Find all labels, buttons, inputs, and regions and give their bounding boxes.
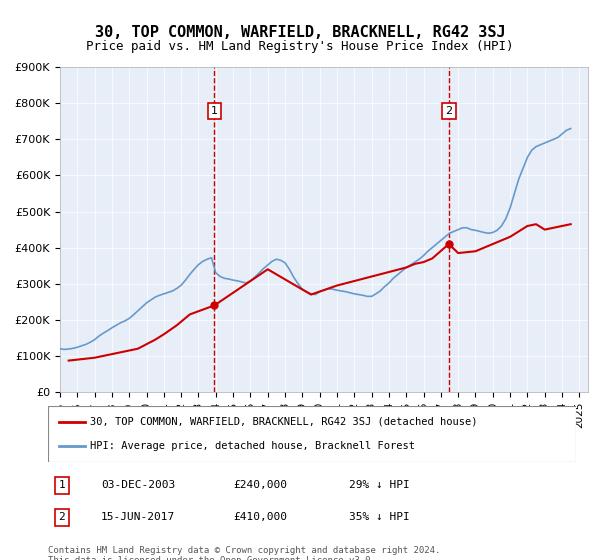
Text: 35% ↓ HPI: 35% ↓ HPI	[349, 512, 410, 522]
Text: 1: 1	[59, 480, 65, 490]
Text: 2: 2	[445, 106, 452, 116]
FancyBboxPatch shape	[48, 406, 576, 462]
Text: Price paid vs. HM Land Registry's House Price Index (HPI): Price paid vs. HM Land Registry's House …	[86, 40, 514, 53]
Text: 30, TOP COMMON, WARFIELD, BRACKNELL, RG42 3SJ: 30, TOP COMMON, WARFIELD, BRACKNELL, RG4…	[95, 25, 505, 40]
Text: £240,000: £240,000	[233, 480, 287, 490]
Text: 15-JUN-2017: 15-JUN-2017	[101, 512, 175, 522]
Text: 03-DEC-2003: 03-DEC-2003	[101, 480, 175, 490]
Text: £410,000: £410,000	[233, 512, 287, 522]
Text: 2: 2	[59, 512, 65, 522]
Text: 1: 1	[211, 106, 218, 116]
Text: HPI: Average price, detached house, Bracknell Forest: HPI: Average price, detached house, Brac…	[90, 441, 415, 451]
Text: Contains HM Land Registry data © Crown copyright and database right 2024.
This d: Contains HM Land Registry data © Crown c…	[48, 546, 440, 560]
Text: 30, TOP COMMON, WARFIELD, BRACKNELL, RG42 3SJ (detached house): 30, TOP COMMON, WARFIELD, BRACKNELL, RG4…	[90, 417, 478, 427]
Text: 29% ↓ HPI: 29% ↓ HPI	[349, 480, 410, 490]
